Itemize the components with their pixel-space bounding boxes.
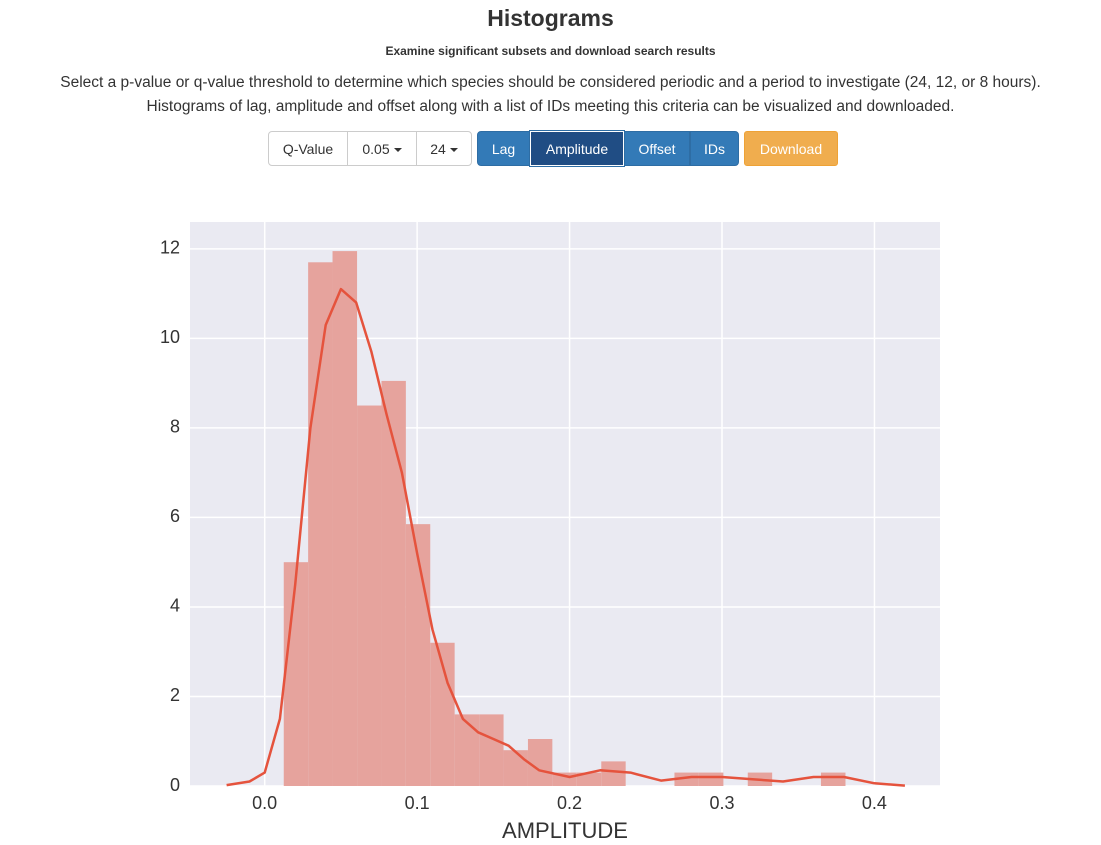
histogram-bar [479, 714, 504, 786]
x-tick-label: 0.1 [405, 793, 430, 813]
x-tick-label: 0.0 [252, 793, 277, 813]
selector-label: Q-Value [282, 141, 334, 157]
selector-label: 0.05 [362, 141, 390, 157]
histogram-bar [454, 714, 480, 786]
x-axis-label: AMPLITUDE [502, 818, 628, 843]
caret [393, 148, 402, 153]
x-tick-label: 0.4 [862, 793, 887, 813]
histogram-bar [357, 405, 382, 786]
download-label: Download [759, 141, 823, 157]
page-title: Histograms [487, 5, 614, 31]
histogram-bar [503, 750, 528, 786]
y-tick-label: 10 [160, 327, 180, 347]
histogram-bar [527, 739, 553, 786]
selector[interactable]: Q-Value [268, 131, 348, 166]
y-tick-label: 6 [170, 506, 180, 526]
x-tick-label: 0.3 [709, 793, 734, 813]
selector-label: 24 [430, 141, 446, 157]
download-button[interactable]: Download [744, 131, 838, 166]
y-tick-label: 4 [170, 596, 180, 616]
histogram-bar [283, 562, 309, 786]
y-tick-label: 8 [170, 417, 180, 437]
y-tick-label: 12 [160, 238, 180, 258]
page-subtitle: Examine significant subsets and download… [385, 44, 716, 58]
tab-button[interactable]: IDs [690, 131, 739, 166]
histogram-bar [601, 761, 626, 786]
histogram-bar [332, 251, 358, 787]
tab-button[interactable]: Lag [477, 131, 530, 166]
tab-label: Offset [638, 141, 676, 157]
selector[interactable]: 24 [416, 131, 472, 166]
description: Select a p-value or q-value threshold to… [60, 74, 1041, 91]
tab-label: Amplitude [545, 141, 609, 157]
kde-line [226, 287, 905, 787]
description: Histograms of lag, amplitude and offset … [146, 98, 955, 115]
histogram-bar [308, 262, 333, 786]
x-tick-label: 0.2 [557, 793, 582, 813]
histogram-bar [405, 524, 431, 786]
tab-label: IDs [704, 141, 725, 157]
tab-button-active[interactable]: Amplitude [530, 131, 624, 166]
tab-button[interactable]: Offset [624, 131, 690, 166]
histogram-bar [698, 772, 724, 786]
histogram-bar [576, 772, 602, 786]
y-tick-label: 2 [170, 685, 180, 705]
y-tick-label: 0 [170, 775, 180, 795]
tab-label: Lag [491, 141, 516, 157]
histogram-bar [381, 380, 406, 786]
histogram-bar [820, 772, 846, 786]
caret [449, 148, 458, 153]
